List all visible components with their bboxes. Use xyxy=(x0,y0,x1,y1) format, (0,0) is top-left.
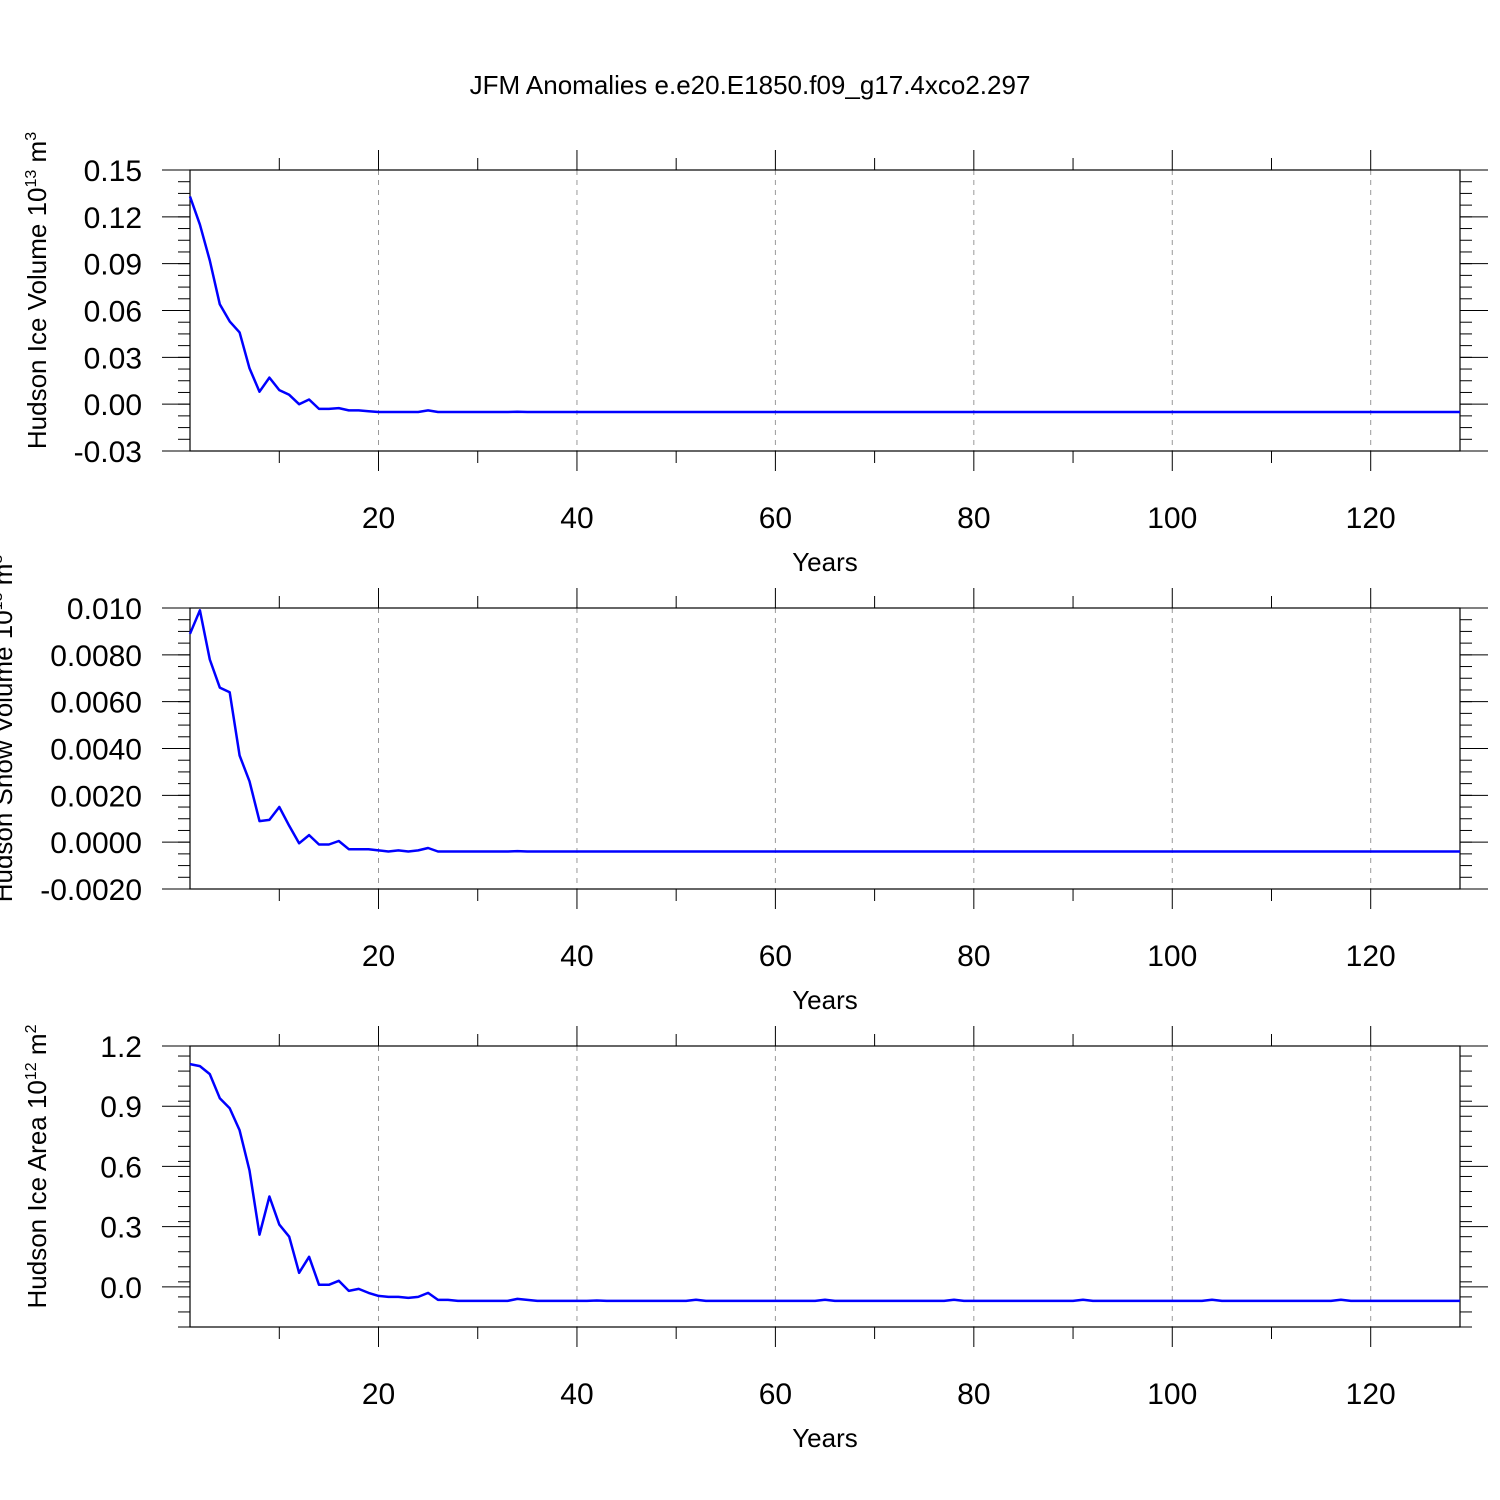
x-tick-label: 100 xyxy=(1147,502,1197,535)
x-tick-label: 80 xyxy=(957,940,990,973)
data-line xyxy=(189,1062,1460,1303)
y-tick-label: 1.2 xyxy=(100,1031,142,1064)
chart-panel-3: 20 40 60 80 100 120 0.0 0.3 0.6 0.9 1.2 Years Hudson… xyxy=(22,1024,1488,1453)
x-tick-label: 80 xyxy=(957,1378,990,1411)
y-tick-label: 0.15 xyxy=(84,155,142,188)
x-tick-label: 20 xyxy=(362,1378,395,1411)
x-tick-label: 100 xyxy=(1147,1378,1197,1411)
y-tick-label: 0.9 xyxy=(100,1091,142,1124)
y-tick-label: 0.0080 xyxy=(50,640,142,673)
y-axis-title: Hudson Snow Volume 1013 m3 xyxy=(0,555,18,903)
x-tick-label: 60 xyxy=(759,502,792,535)
y-tick-label: 0.0000 xyxy=(50,827,142,860)
y-tick-label: 0.6 xyxy=(100,1151,142,1184)
data-line xyxy=(188,609,1460,853)
x-tick-label: 120 xyxy=(1346,1378,1396,1411)
plot-frame xyxy=(189,607,1461,890)
chart-panel-2: 20 40 60 80 100 120 -0.0020 0.0000 0.0020 0.0040 0… xyxy=(0,555,1488,1015)
y-tick-label: 0.0020 xyxy=(50,780,142,813)
x-tick-label: 80 xyxy=(957,502,990,535)
x-tick-label: 20 xyxy=(362,940,395,973)
x-tick-label: 40 xyxy=(560,940,593,973)
x-tick-label: 40 xyxy=(560,502,593,535)
y-tick-label: -0.0020 xyxy=(40,874,142,907)
y-tick-label: 0.010 xyxy=(67,593,142,626)
x-axis-title: Years xyxy=(792,547,858,577)
y-tick-label: 0.3 xyxy=(100,1212,142,1245)
x-tick-label: 120 xyxy=(1346,502,1396,535)
y-tick-label: 0.0060 xyxy=(50,687,142,720)
y-tick-label: 0.00 xyxy=(84,389,142,422)
x-axis-title: Years xyxy=(792,985,858,1015)
y-tick-label: 0.09 xyxy=(84,249,142,282)
y-tick-label: 0.0 xyxy=(100,1272,142,1305)
y-tick-label: -0.03 xyxy=(74,436,142,469)
page-title: JFM Anomalies e.e20.E1850.f09_g17.4xco2.… xyxy=(469,70,1031,100)
y-tick-label: 0.06 xyxy=(84,296,142,329)
x-tick-label: 100 xyxy=(1147,940,1197,973)
x-tick-label: 60 xyxy=(759,940,792,973)
plot-frame xyxy=(189,1045,1461,1328)
x-axis-title: Years xyxy=(792,1423,858,1453)
chart-panel-1: 20 40 60 80 100 120 -0.03 0.00 0.03 0.06 0.09 0.12 0… xyxy=(22,132,1488,577)
data-line xyxy=(188,196,1460,414)
y-axis-title: Hudson Ice Volume 1013 m3 xyxy=(22,132,52,449)
plot-frame xyxy=(189,169,1461,452)
y-axis-title: Hudson Ice Area 1012 m2 xyxy=(22,1024,52,1308)
y-tick-label: 0.03 xyxy=(84,342,142,375)
y-tick-label: 0.0040 xyxy=(50,734,142,767)
x-tick-label: 20 xyxy=(362,502,395,535)
x-tick-label: 120 xyxy=(1346,940,1396,973)
x-tick-label: 60 xyxy=(759,1378,792,1411)
x-tick-label: 40 xyxy=(560,1378,593,1411)
y-tick-label: 0.12 xyxy=(84,202,142,235)
